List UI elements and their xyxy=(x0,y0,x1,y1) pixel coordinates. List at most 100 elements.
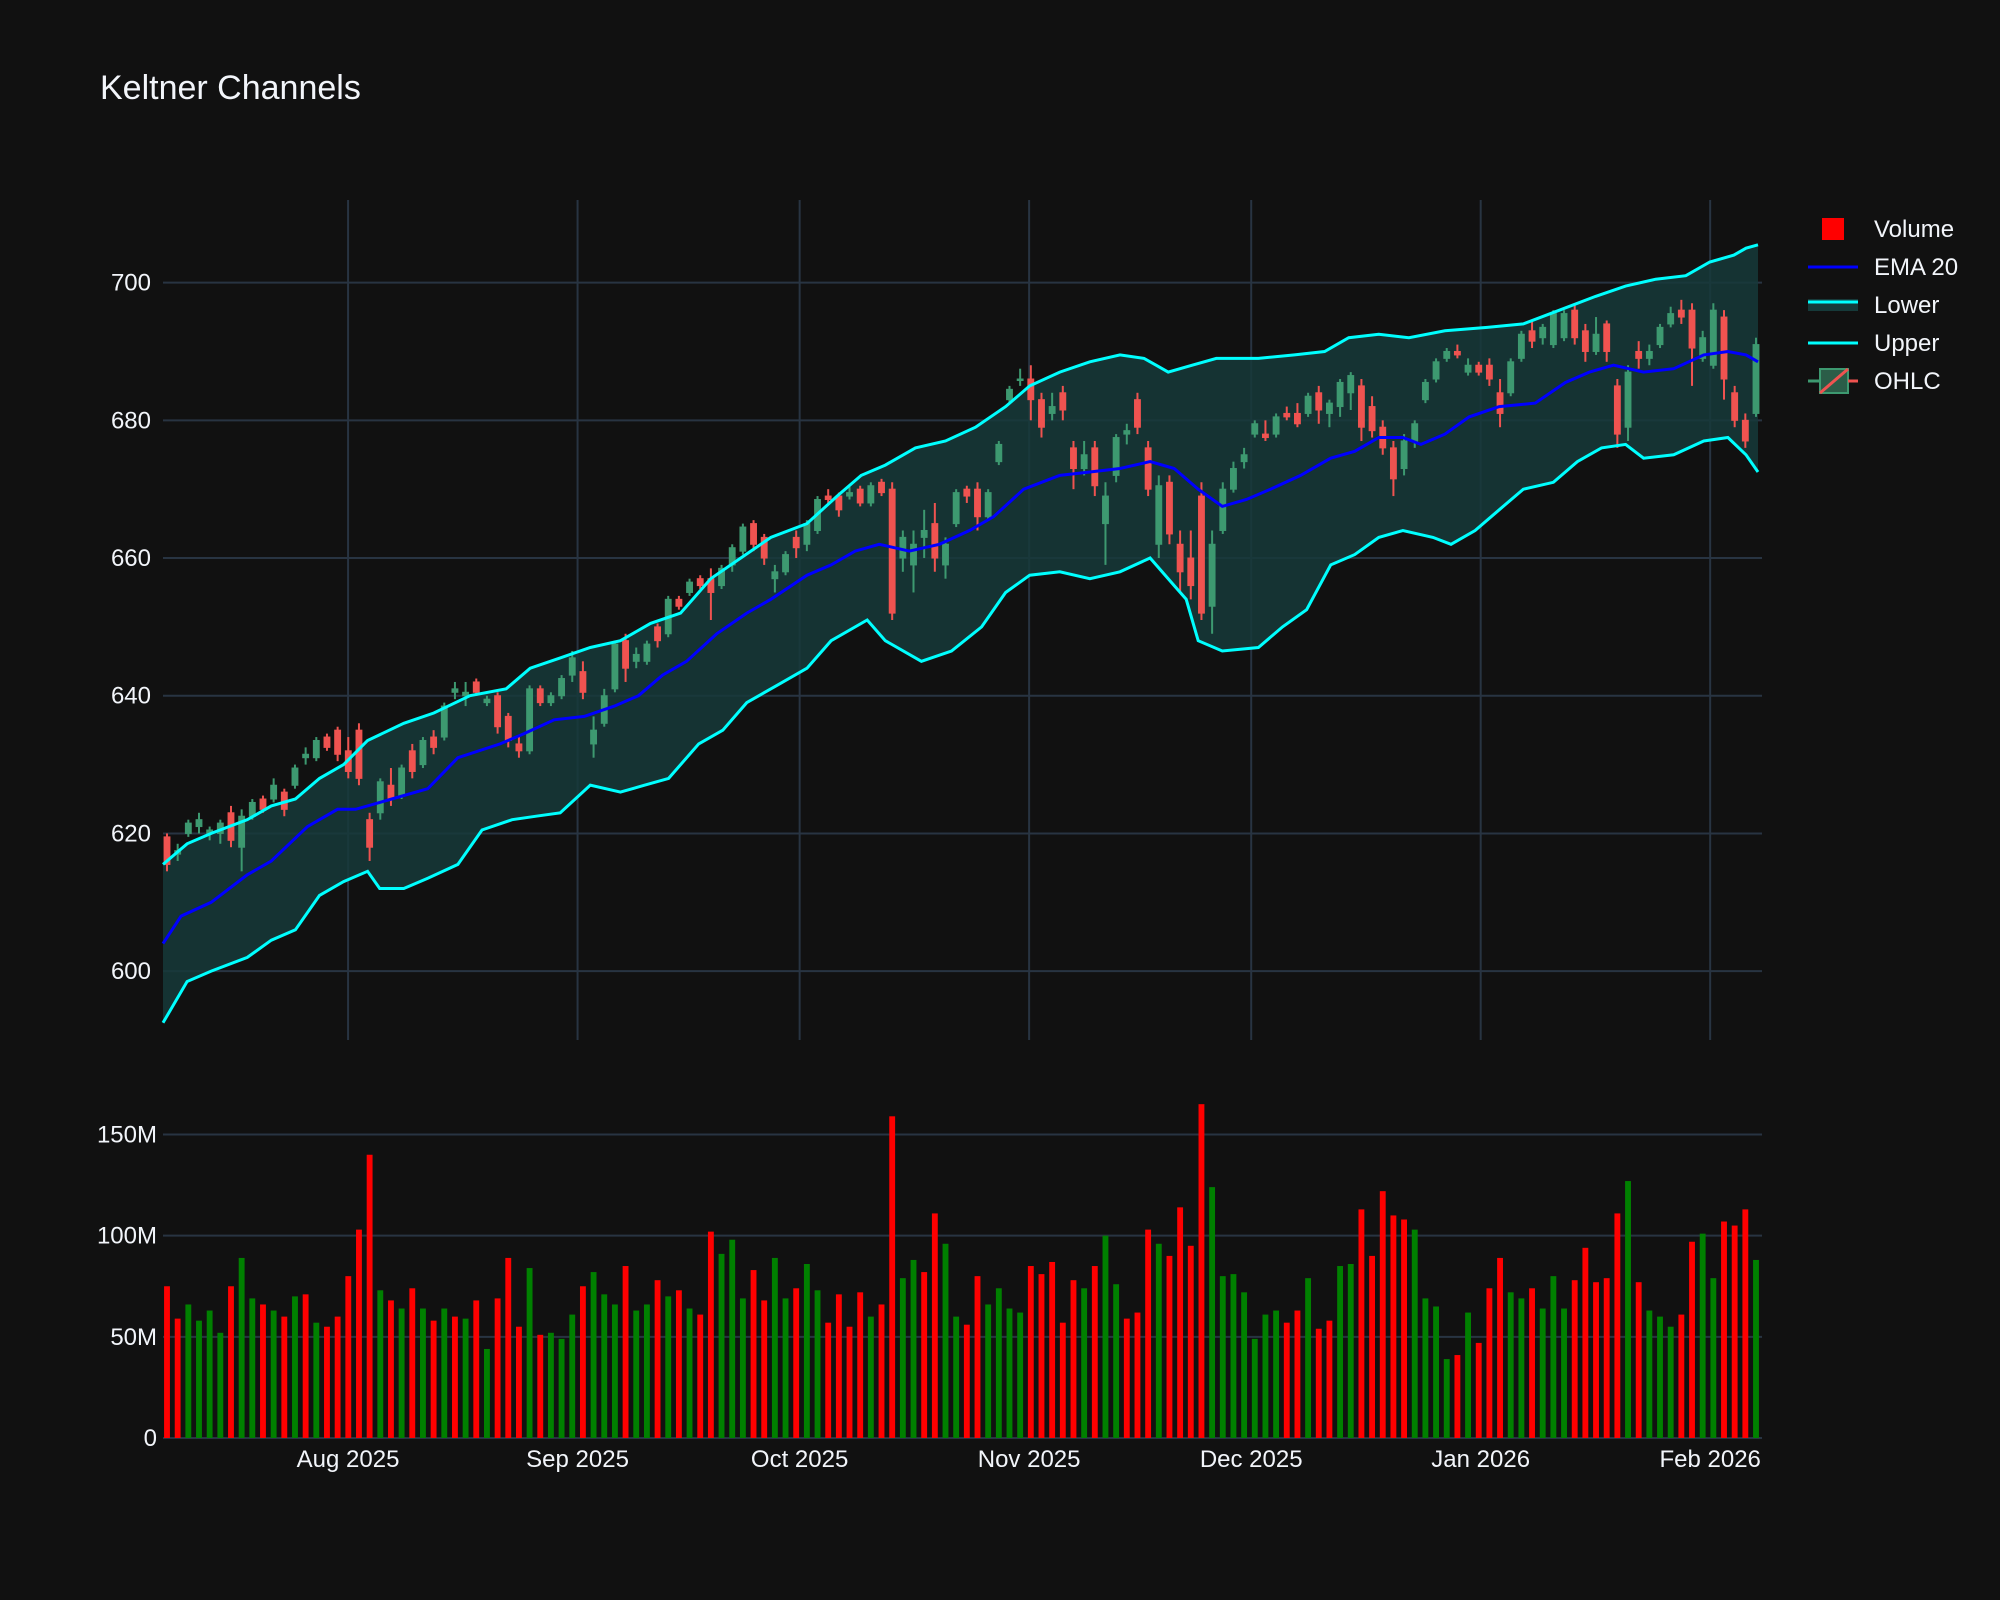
legend-item-volume[interactable]: Volume xyxy=(1822,216,1954,243)
volume-bar xyxy=(1177,1207,1184,1438)
volume-grid xyxy=(163,1133,1762,1439)
price-tick-label: 660 xyxy=(111,545,151,572)
candle-body xyxy=(483,698,491,704)
ohlc-candle xyxy=(376,778,384,820)
volume-bar xyxy=(643,1304,650,1438)
ohlc-candle xyxy=(1517,330,1525,362)
volume-bar xyxy=(974,1276,981,1438)
legend[interactable]: Volume EMA 20 Lower Upper OHLC xyxy=(1808,216,1958,395)
volume-bar xyxy=(665,1296,672,1438)
candle-body xyxy=(1752,344,1760,414)
candle-body xyxy=(1336,381,1344,408)
candle-body xyxy=(1283,412,1291,418)
volume-bar xyxy=(889,1116,896,1438)
volume-bar xyxy=(1571,1280,1578,1438)
volume-tick-label: 150M xyxy=(97,1122,157,1149)
ohlc-candle xyxy=(1709,303,1717,369)
ohlc-candle xyxy=(1571,303,1579,345)
volume-legend-icon xyxy=(1822,218,1844,240)
candle-body xyxy=(430,736,438,748)
volume-bar xyxy=(1550,1276,1557,1438)
volume-bar xyxy=(1241,1292,1248,1438)
candle-body xyxy=(1272,416,1280,435)
volume-bar xyxy=(1678,1314,1685,1438)
legend-item-upper[interactable]: Upper xyxy=(1808,330,1939,357)
ohlc-candle xyxy=(1560,310,1568,342)
candle-body xyxy=(760,536,768,559)
volume-tick-label: 100M xyxy=(97,1223,157,1250)
volume-bar xyxy=(494,1298,501,1438)
candle-body xyxy=(1048,406,1056,414)
volume-bar xyxy=(270,1310,277,1438)
ohlc-candle xyxy=(1656,323,1664,349)
ohlc-candle xyxy=(1166,475,1173,545)
volume-bar xyxy=(761,1300,768,1438)
volume-bar xyxy=(1635,1282,1642,1438)
ohlc-candle xyxy=(355,723,363,786)
ohlc-candle xyxy=(419,737,427,769)
volume-bar xyxy=(206,1310,213,1438)
ohlc-candle xyxy=(1496,379,1504,428)
volume-bar xyxy=(793,1288,800,1438)
candle-body xyxy=(1496,392,1504,414)
channel-band xyxy=(163,244,1758,1023)
candle-body xyxy=(824,495,832,501)
volume-bar xyxy=(409,1288,416,1438)
candle-body xyxy=(1592,333,1600,352)
candle-body xyxy=(1539,326,1547,339)
ohlc-candle xyxy=(1283,406,1291,421)
candle-body xyxy=(558,678,566,697)
candle-body xyxy=(1709,309,1717,366)
candle-body xyxy=(408,750,416,772)
volume-bar xyxy=(1497,1257,1503,1438)
candle-body xyxy=(1400,440,1408,470)
candle-body xyxy=(1443,350,1451,359)
volume-bar xyxy=(782,1298,789,1438)
ohlc-candle xyxy=(1357,379,1365,441)
volume-bar xyxy=(526,1268,533,1438)
volume-bar xyxy=(174,1318,181,1438)
volume-bar xyxy=(985,1304,992,1438)
ohlc-candle xyxy=(782,551,789,576)
ohlc-candle xyxy=(1230,461,1237,493)
volume-bar xyxy=(430,1320,437,1438)
volume-bar xyxy=(1454,1355,1461,1438)
ohlc-candle xyxy=(824,489,832,503)
volume-bar xyxy=(1049,1261,1056,1438)
legend-item-ema-20[interactable]: EMA 20 xyxy=(1808,254,1958,281)
volume-bar xyxy=(228,1286,234,1438)
ohlc-candle xyxy=(430,730,438,755)
upper-band-line xyxy=(162,243,1759,866)
candle-body xyxy=(995,443,1003,463)
ohlc-candle xyxy=(1070,440,1077,490)
volume-bar xyxy=(1486,1288,1493,1438)
legend-item-ohlc[interactable]: OHLC xyxy=(1808,367,1941,395)
volume-bar xyxy=(953,1316,960,1438)
ohlc-candle xyxy=(526,685,534,755)
candle-body xyxy=(1176,543,1184,573)
candle-body xyxy=(1006,388,1013,401)
ohlc-candle xyxy=(547,692,555,707)
volume-bar xyxy=(963,1324,970,1438)
legend-label: Volume xyxy=(1874,216,1954,243)
ohlc-candle xyxy=(334,726,342,762)
volume-bar xyxy=(825,1322,832,1438)
ohlc-candle xyxy=(1347,372,1355,410)
candle-body xyxy=(1421,381,1429,401)
ohlc-candle xyxy=(366,812,374,861)
candle-body xyxy=(1187,557,1195,587)
ohlc-candle xyxy=(910,530,917,593)
candle-body xyxy=(654,626,661,642)
volume-tick-label: 50M xyxy=(110,1324,157,1351)
candle-body xyxy=(238,815,246,848)
legend-item-lower[interactable]: Lower xyxy=(1808,292,1939,319)
volume-bar xyxy=(1539,1308,1546,1438)
volume-bar xyxy=(697,1314,704,1438)
volume-bar xyxy=(1113,1284,1120,1438)
candle-body xyxy=(1656,326,1664,346)
candle-body xyxy=(1144,447,1152,490)
volume-bar xyxy=(281,1316,288,1438)
date-tick-label: Jan 2026 xyxy=(1431,1446,1530,1473)
volume-bar xyxy=(1475,1342,1482,1438)
ohlc-candle xyxy=(1112,434,1120,483)
